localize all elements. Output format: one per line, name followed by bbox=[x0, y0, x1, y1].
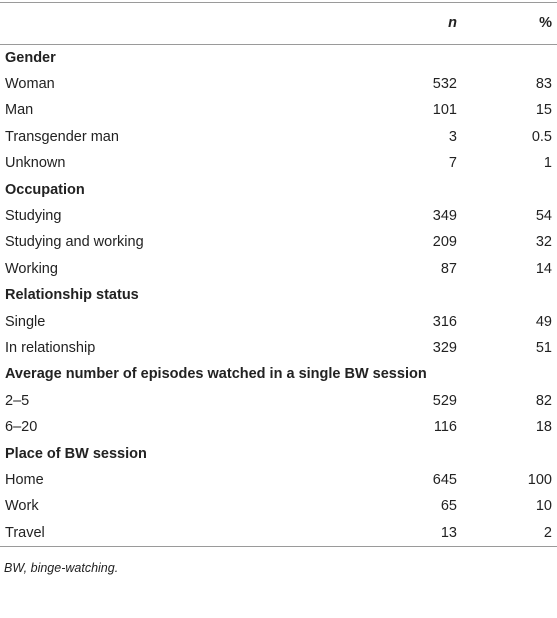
table-body: Gender Woman 532 83 Man 101 15 Transgender man 3… bbox=[0, 45, 557, 548]
row-label: Travel bbox=[0, 520, 372, 548]
row-label: 2–5 bbox=[5, 392, 30, 409]
header-percent: % bbox=[467, 2, 557, 45]
row-label: In relationship bbox=[5, 339, 96, 356]
section-title: Occupation bbox=[5, 181, 85, 198]
row-label: Home bbox=[5, 471, 44, 488]
data-row: Man 101 15 bbox=[0, 98, 557, 124]
data-row: Travel 13 2 bbox=[0, 520, 557, 548]
row-label: Transgender man bbox=[5, 128, 119, 145]
row-label: Working bbox=[5, 260, 58, 277]
count-cell: 13 bbox=[372, 520, 467, 548]
data-row: In relationship 329 51 bbox=[0, 335, 557, 361]
footnote: BW, binge-watching. bbox=[4, 561, 119, 576]
data-row: Work 65 10 bbox=[0, 494, 557, 520]
section-title: Average number of episodes watched in a … bbox=[5, 366, 427, 383]
data-row: 2–5 529 82 bbox=[0, 388, 557, 414]
count-cell: 87 bbox=[440, 260, 457, 277]
data-row: Unknown 7 1 bbox=[0, 151, 557, 177]
count-cell: 529 bbox=[432, 392, 457, 409]
row-label: Man bbox=[5, 102, 34, 119]
data-row: Woman 532 83 bbox=[0, 71, 557, 97]
data-row: Single 316 49 bbox=[0, 309, 557, 335]
percent-cell: 51 bbox=[535, 339, 552, 356]
count-cell: 316 bbox=[432, 313, 457, 330]
percent-cell: 15 bbox=[535, 102, 552, 119]
section-title: Relationship status bbox=[5, 287, 139, 304]
section-row: Average number of episodes watched in a … bbox=[0, 362, 557, 388]
percent-cell: 82 bbox=[535, 392, 552, 409]
count-cell: 209 bbox=[432, 234, 457, 251]
count-cell: 101 bbox=[432, 102, 457, 119]
row-label: Studying and working bbox=[5, 234, 144, 251]
percent-cell: 0.5 bbox=[531, 128, 552, 145]
count-cell: 329 bbox=[432, 339, 457, 356]
percent-cell: 83 bbox=[535, 76, 552, 93]
row-label: Work bbox=[5, 498, 39, 515]
percent-cell: 18 bbox=[535, 419, 552, 436]
count-cell: 3 bbox=[448, 128, 457, 145]
data-row: 6–20 116 18 bbox=[0, 414, 557, 440]
section-row: Gender bbox=[0, 45, 557, 72]
header-label bbox=[0, 2, 372, 45]
count-cell: 349 bbox=[432, 208, 457, 225]
section-row: Relationship status bbox=[0, 283, 557, 309]
header-n: n bbox=[372, 2, 467, 45]
row-label: 6–20 bbox=[5, 419, 38, 436]
row-label: Single bbox=[5, 313, 46, 330]
count-cell: 645 bbox=[432, 471, 457, 488]
percent-cell: 32 bbox=[535, 234, 552, 251]
percent-cell: 10 bbox=[535, 498, 552, 515]
data-row: Transgender man 3 0.5 bbox=[0, 124, 557, 150]
count-cell: 532 bbox=[432, 76, 457, 93]
data-row: Studying and working 209 32 bbox=[0, 230, 557, 256]
count-cell: 65 bbox=[440, 498, 457, 515]
data-row: Home 645 100 bbox=[0, 467, 557, 493]
percent-cell: 1 bbox=[543, 155, 552, 172]
table-header: n % bbox=[0, 2, 557, 45]
section-title: Place of BW session bbox=[5, 445, 147, 462]
section-row: Occupation bbox=[0, 177, 557, 203]
data-table: n % Gender Woman 532 83 Man 101 15 Transgender … bbox=[0, 2, 557, 548]
percent-cell: 100 bbox=[527, 471, 552, 488]
count-cell: 116 bbox=[433, 419, 457, 436]
count-cell: 7 bbox=[448, 155, 457, 172]
row-label: Woman bbox=[5, 76, 55, 93]
row-label: Unknown bbox=[5, 155, 66, 172]
percent-cell: 54 bbox=[535, 208, 552, 225]
percent-cell: 2 bbox=[467, 520, 557, 548]
data-row: Working 87 14 bbox=[0, 256, 557, 282]
section-row: Place of BW session bbox=[0, 441, 557, 467]
section-title: Gender bbox=[5, 49, 56, 66]
header-row: n % bbox=[0, 2, 557, 45]
percent-cell: 49 bbox=[535, 313, 552, 330]
data-row: Studying 349 54 bbox=[0, 203, 557, 229]
percent-cell: 14 bbox=[535, 260, 552, 277]
row-label: Studying bbox=[5, 208, 62, 225]
